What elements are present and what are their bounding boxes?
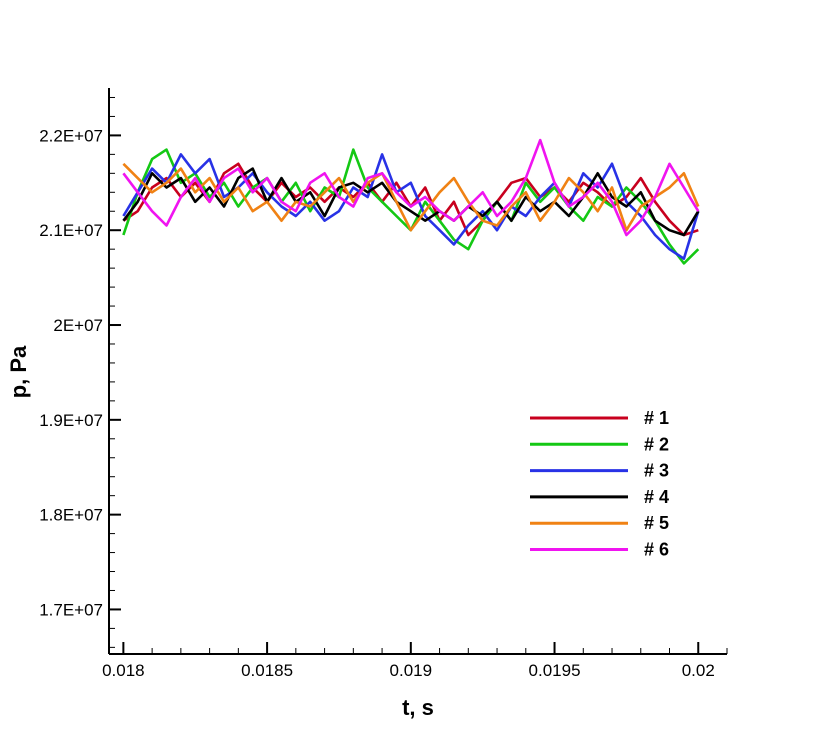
y-tick-label: 2.1E+07 [39, 221, 103, 240]
legend: # 1 # 2 # 3 # 4 # 5 # 6 [530, 408, 669, 560]
series-line-4 [122, 167, 700, 237]
legend-label-6: # 6 [644, 540, 669, 560]
legend-label-2: # 2 [644, 434, 669, 454]
y-tick-label: 1.9E+07 [39, 411, 103, 430]
x-tick-label: 0.018 [102, 661, 145, 680]
plot-area [122, 138, 700, 265]
y-tick-label: 2E+07 [53, 316, 103, 335]
x-tick-label: 0.019 [390, 661, 433, 680]
series-line-5 [122, 162, 700, 232]
x-tick-label: 0.0185 [241, 661, 293, 680]
y-tick-label: 1.8E+07 [39, 506, 103, 525]
series-line-6 [122, 138, 700, 237]
y-axis-title: p, Pa [6, 345, 31, 398]
y-tick-label: 2.2E+07 [39, 126, 103, 145]
legend-label-5: # 5 [644, 513, 669, 533]
axes: 0.018 0.0185 0.019 0.0195 0.02 1.7E+07 1.8E+0… [39, 88, 728, 680]
x-tick-label: 0.02 [682, 661, 715, 680]
legend-label-1: # 1 [644, 408, 669, 428]
x-axis-title: t, s [402, 695, 434, 720]
x-tick-label: 0.0195 [529, 661, 581, 680]
x-axis-ticks: 0.018 0.0185 0.019 0.0195 0.02 [102, 642, 728, 680]
y-axis-ticks: 1.7E+07 1.8E+07 1.9E+07 2E+07 2.1E+07 2.2E+07 [39, 96, 121, 648]
y-tick-label: 1.7E+07 [39, 600, 103, 619]
legend-label-3: # 3 [644, 461, 669, 481]
legend-label-4: # 4 [644, 487, 669, 507]
